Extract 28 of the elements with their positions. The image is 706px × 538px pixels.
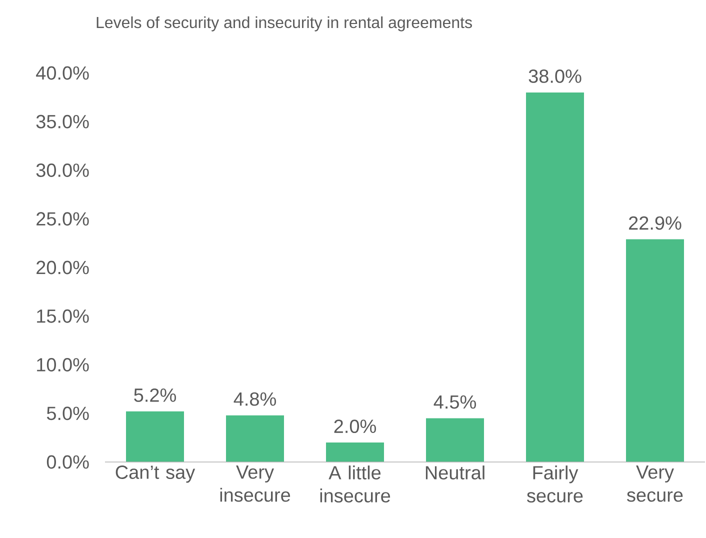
data-label: 22.9% bbox=[629, 216, 682, 230]
bar bbox=[526, 92, 584, 462]
y-tick-label: 35.0% bbox=[36, 114, 89, 128]
data-label: 2.0% bbox=[334, 420, 376, 434]
bar bbox=[326, 442, 384, 462]
bar bbox=[226, 415, 284, 462]
data-label: 38.0% bbox=[528, 69, 582, 83]
chart-title: Levels of security and insecurity in rental agreements bbox=[96, 16, 472, 32]
x-tick-label: Very insecure bbox=[220, 466, 290, 502]
y-tick-label: 5.0% bbox=[46, 406, 89, 420]
x-tick-label: Fairly secure bbox=[527, 466, 583, 502]
y-tick-label: 10.0% bbox=[37, 358, 89, 372]
x-tick-label: Very secure bbox=[627, 466, 683, 502]
x-tick-label: A little insecure bbox=[320, 466, 390, 502]
data-label: 4.8% bbox=[234, 392, 276, 406]
y-tick-label: 30.0% bbox=[36, 164, 89, 177]
x-tick-label: Neutral bbox=[426, 466, 484, 480]
bar bbox=[626, 239, 684, 462]
y-tick-label: 15.0% bbox=[37, 309, 89, 323]
data-label: 5.2% bbox=[134, 388, 176, 402]
y-tick-label: 25.0% bbox=[36, 212, 89, 226]
x-tick-label: Can’t say bbox=[116, 466, 196, 483]
y-tick-label: 40.0% bbox=[36, 66, 89, 80]
data-label: 4.5% bbox=[434, 395, 476, 409]
y-tick-label: 20.0% bbox=[36, 260, 89, 274]
y-tick-label: 0.0% bbox=[46, 455, 89, 469]
bar bbox=[426, 418, 484, 462]
bar bbox=[126, 411, 184, 462]
